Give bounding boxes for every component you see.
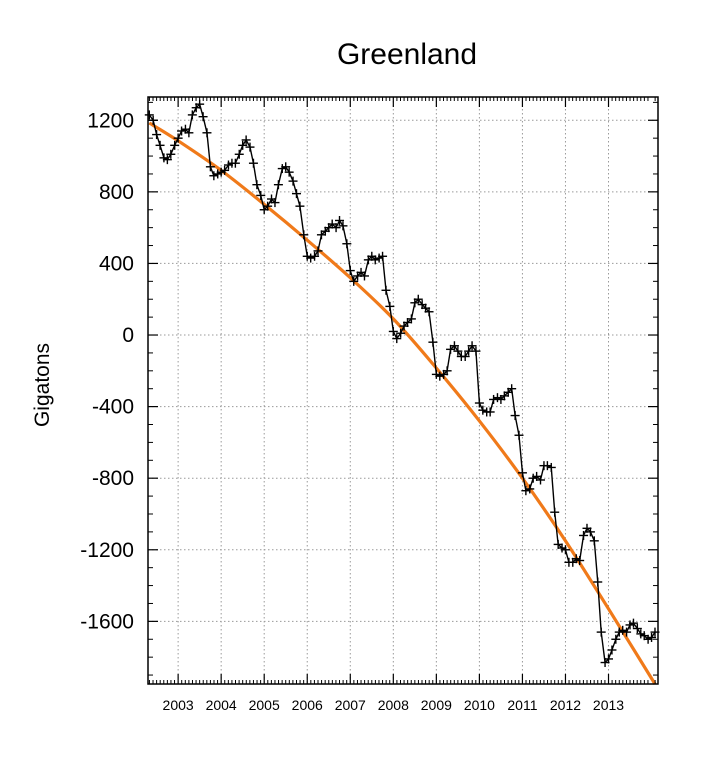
data-point	[249, 159, 258, 168]
data-point	[252, 180, 261, 189]
data-point	[188, 110, 197, 119]
x-tick-label: 2009	[421, 697, 452, 713]
y-tick-label: -1600	[80, 610, 134, 633]
data-point	[342, 239, 351, 248]
x-tick-label: 2010	[464, 697, 495, 713]
data-point	[289, 177, 298, 186]
x-tick-label: 2013	[593, 697, 624, 713]
data-point	[156, 141, 165, 150]
chart-title: Greenland	[337, 38, 477, 71]
y-tick-label: -1200	[80, 539, 134, 562]
data-point	[590, 536, 599, 545]
data-point	[597, 628, 606, 637]
data-point	[145, 110, 154, 119]
x-tick-label: 2008	[378, 697, 409, 713]
axes: 2003 2004 2005 2006 2007 2008 2009 2010 2011 2012…	[80, 97, 658, 713]
observed-series-line	[149, 104, 655, 662]
data-point	[274, 180, 283, 189]
gridlines	[148, 97, 658, 684]
fit-trend-line	[149, 123, 655, 684]
y-axis-label: Gigatons	[31, 343, 54, 427]
x-tick-label: 2006	[292, 697, 323, 713]
plot-area	[145, 100, 660, 684]
y-tick-label: -400	[92, 396, 134, 419]
y-tick-label: 0	[122, 324, 134, 347]
data-point	[202, 128, 211, 137]
y-tick-label: 800	[99, 181, 134, 204]
y-tick-label: 400	[99, 252, 134, 275]
x-tick-label: 2007	[335, 697, 366, 713]
data-point	[382, 286, 391, 295]
x-tick-label: 2012	[550, 697, 581, 713]
data-point	[295, 202, 304, 211]
plot-frame	[148, 97, 658, 684]
data-point	[511, 411, 520, 420]
x-tick-label: 2004	[206, 697, 237, 713]
data-point	[199, 112, 208, 121]
data-point	[235, 150, 244, 159]
data-point	[246, 143, 255, 152]
y-tick-label: 1200	[87, 109, 134, 132]
x-tick-label: 2003	[163, 697, 194, 713]
data-point	[550, 508, 559, 517]
y-tick-label: -800	[92, 467, 134, 490]
x-tick-label: 2005	[249, 697, 280, 713]
data-point	[547, 463, 556, 472]
x-tick-label: 2011	[507, 697, 537, 713]
data-point	[152, 130, 161, 139]
data-point	[292, 189, 301, 198]
